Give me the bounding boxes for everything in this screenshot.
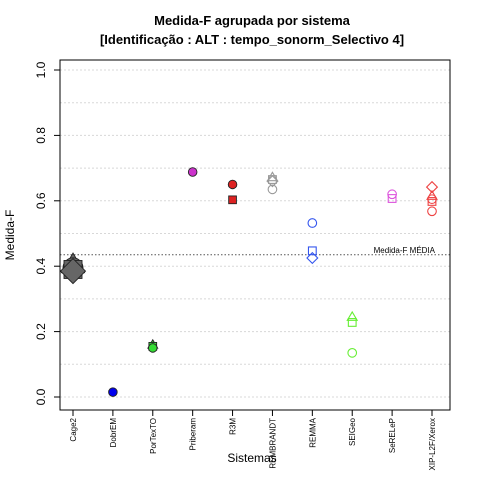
data-point	[187, 167, 198, 177]
data-points	[59, 167, 439, 397]
data-point	[346, 310, 359, 321]
x-axis-label: Sistemas	[227, 451, 276, 465]
y-tick-label: 0.6	[34, 192, 48, 209]
x-tick-label: SeRELeP	[388, 418, 397, 453]
x-tick-label: Cage2	[69, 417, 78, 441]
data-point	[307, 246, 317, 256]
x-tick-label: DobrEM	[109, 418, 118, 448]
data-point	[108, 387, 118, 397]
y-tick-label: 0.0	[34, 388, 48, 405]
y-axis: 0.0 0.2 0.4 0.6 0.8 1.0	[34, 61, 60, 405]
y-tick-label: 0.2	[34, 323, 48, 340]
y-tick-label: 1.0	[34, 61, 48, 78]
x-tick-label: SEIGeo	[348, 417, 357, 446]
y-axis-label: Medida-F	[3, 210, 17, 261]
chart-title: Medida-F agrupada por sistema	[154, 13, 351, 28]
data-point	[425, 180, 439, 194]
data-point	[307, 218, 318, 228]
plot-frame	[59, 59, 451, 411]
data-point	[347, 348, 358, 358]
data-point	[347, 318, 357, 327]
x-tick-label: REMMA	[308, 417, 317, 447]
x-tick-label: PorTexTO	[149, 418, 158, 454]
grid-lines	[60, 69, 450, 398]
x-tick-label: REMBRANDT	[268, 418, 277, 469]
data-point	[228, 195, 237, 205]
x-tick-label: Priberam	[189, 418, 198, 451]
x-axis: Cage2 DobrEM PorTexTO Priberam R3M REMBRANDT R…	[69, 410, 437, 470]
data-point	[148, 343, 158, 353]
y-tick-label: 0.8	[34, 127, 48, 144]
y-tick-label: 0.4	[34, 258, 48, 275]
data-point	[266, 175, 279, 188]
data-point	[387, 194, 397, 203]
data-point	[267, 184, 278, 195]
data-point	[427, 206, 437, 217]
reference-line-label: Medida-F MÉDIA	[374, 246, 436, 255]
data-point	[227, 179, 238, 190]
x-tick-label: R3M	[229, 418, 238, 435]
data-point	[306, 251, 319, 265]
x-tick-label: XIP-L2F/Xerox	[428, 418, 437, 470]
chart-subtitle: [Identificação : ALT : tempo_sonorm_Sele…	[100, 32, 404, 47]
data-point	[266, 171, 279, 182]
data-point	[427, 194, 437, 205]
data-point	[59, 257, 87, 285]
data-point	[427, 197, 437, 206]
